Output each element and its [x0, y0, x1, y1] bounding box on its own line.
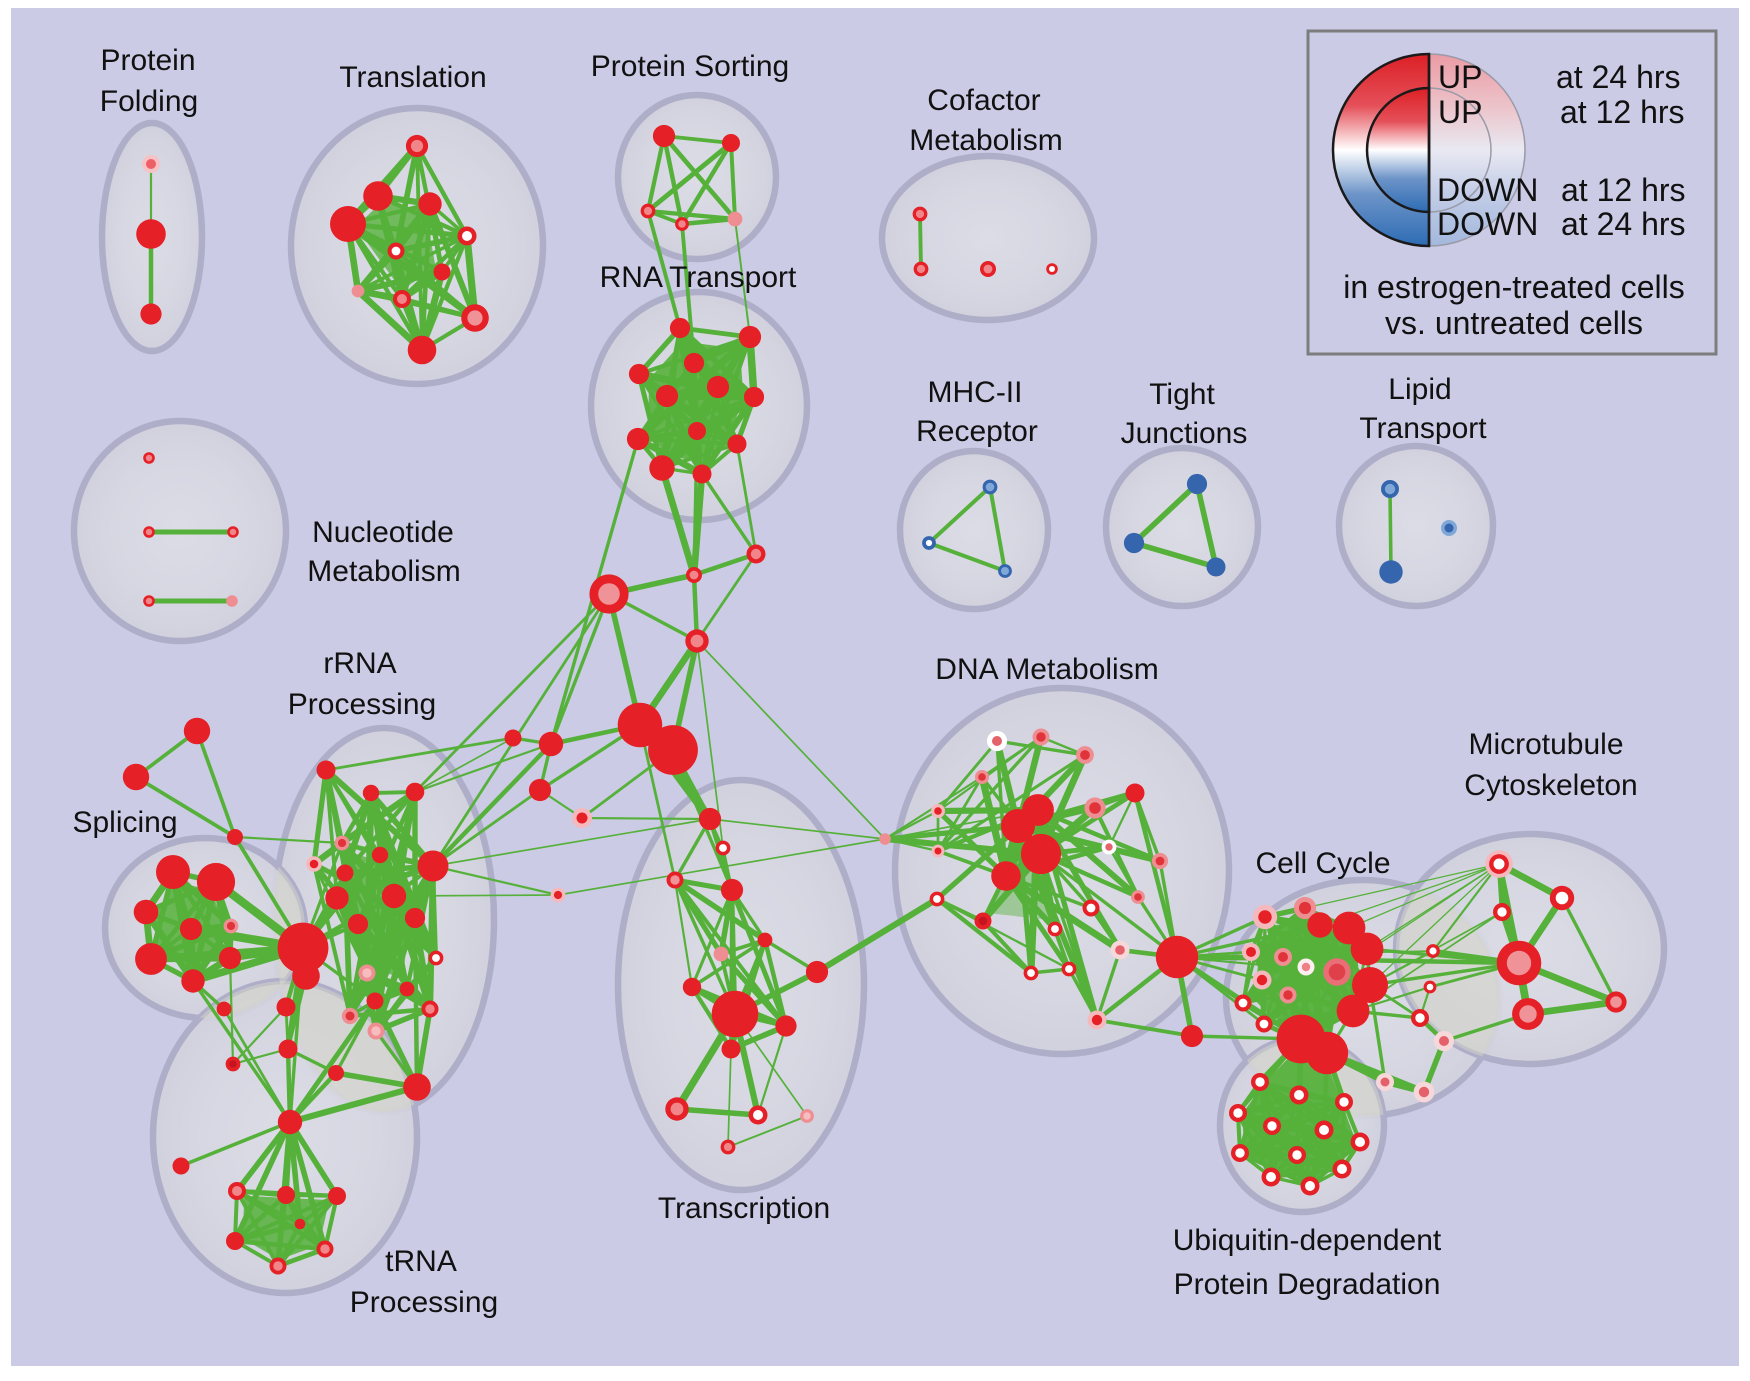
svg-text:at 24 hrs: at 24 hrs	[1556, 59, 1681, 95]
svg-text:tRNA: tRNA	[385, 1245, 457, 1278]
svg-text:Splicing: Splicing	[72, 806, 177, 839]
svg-text:DOWN: DOWN	[1437, 206, 1538, 242]
svg-text:Tight: Tight	[1149, 378, 1215, 411]
svg-text:Protein: Protein	[100, 44, 195, 77]
svg-text:Junctions: Junctions	[1121, 417, 1248, 450]
svg-text:MHC-II: MHC-II	[928, 376, 1023, 409]
svg-text:Metabolism: Metabolism	[909, 124, 1062, 157]
svg-text:Translation: Translation	[339, 61, 486, 94]
svg-text:Processing: Processing	[288, 688, 436, 721]
svg-text:rRNA: rRNA	[323, 647, 396, 680]
svg-text:Cell Cycle: Cell Cycle	[1255, 847, 1390, 880]
svg-text:UP: UP	[1438, 59, 1482, 95]
svg-text:Cofactor: Cofactor	[927, 84, 1040, 117]
svg-text:Transport: Transport	[1359, 412, 1487, 445]
svg-text:vs. untreated cells: vs. untreated cells	[1385, 305, 1643, 341]
svg-text:Processing: Processing	[350, 1286, 498, 1319]
svg-text:Metabolism: Metabolism	[307, 555, 460, 588]
svg-text:Receptor: Receptor	[916, 415, 1038, 448]
svg-text:at 24 hrs: at 24 hrs	[1561, 206, 1686, 242]
svg-text:Cytoskeleton: Cytoskeleton	[1464, 769, 1637, 802]
svg-text:UP: UP	[1438, 94, 1482, 130]
svg-text:at 12 hrs: at 12 hrs	[1561, 172, 1686, 208]
svg-text:DNA Metabolism: DNA Metabolism	[935, 653, 1158, 686]
svg-text:Microtubule: Microtubule	[1468, 728, 1623, 761]
svg-text:DOWN: DOWN	[1437, 172, 1538, 208]
svg-text:Transcription: Transcription	[658, 1192, 830, 1225]
svg-text:Ubiquitin-dependent: Ubiquitin-dependent	[1173, 1224, 1442, 1257]
svg-text:Nucleotide: Nucleotide	[312, 516, 454, 549]
svg-text:Lipid: Lipid	[1388, 373, 1451, 406]
svg-text:in estrogen-treated cells: in estrogen-treated cells	[1343, 269, 1685, 305]
svg-text:RNA Transport: RNA Transport	[600, 261, 797, 294]
svg-text:Folding: Folding	[100, 85, 198, 118]
svg-text:Protein Degradation: Protein Degradation	[1174, 1268, 1441, 1301]
svg-text:at 12 hrs: at 12 hrs	[1560, 94, 1685, 130]
svg-text:Protein Sorting: Protein Sorting	[591, 50, 789, 83]
